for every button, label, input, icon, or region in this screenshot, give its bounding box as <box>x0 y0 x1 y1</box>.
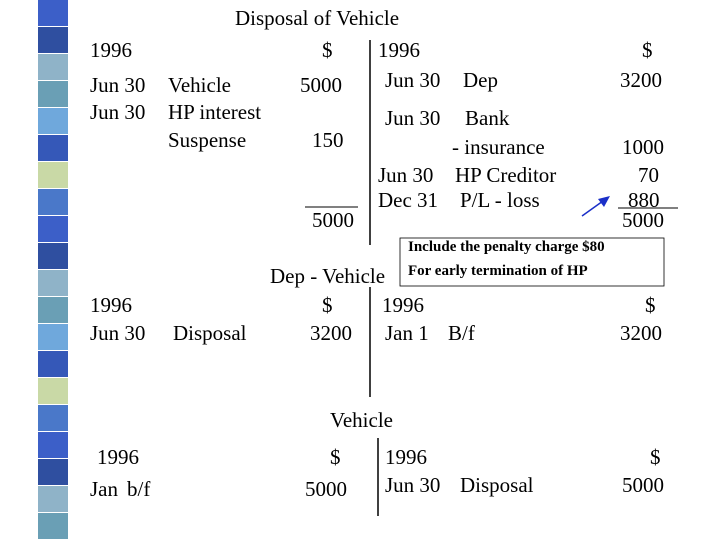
stripe-square <box>38 351 68 377</box>
account: HP interest <box>168 100 262 124</box>
account: B/f <box>448 321 475 345</box>
stripe-square <box>38 432 68 458</box>
date: Jun 30 <box>385 68 441 92</box>
account: Disposal <box>460 473 534 497</box>
account: HP Creditor <box>455 163 557 187</box>
amount: 3200 <box>310 321 352 345</box>
date: Jun 30 <box>385 106 441 130</box>
note: For early termination of HP <box>408 263 588 279</box>
account: Disposal <box>173 321 247 345</box>
currency: $ <box>322 293 333 317</box>
account: b/f <box>127 477 151 501</box>
year: 1996 <box>385 445 427 469</box>
amount: 1000 <box>622 135 664 159</box>
year: 1996 <box>90 38 132 62</box>
stripe-square <box>38 135 68 161</box>
currency: $ <box>642 38 653 62</box>
stripe-square <box>38 486 68 512</box>
date: Jun 30 <box>90 73 146 97</box>
total: 5000 <box>622 208 664 232</box>
stripe-square <box>38 54 68 80</box>
year: 1996 <box>97 445 139 469</box>
stripe-square <box>38 216 68 242</box>
account: Vehicle <box>168 73 231 97</box>
stripe-square <box>38 297 68 323</box>
amount: 5000 <box>305 477 347 501</box>
note-box <box>399 237 665 287</box>
arrowhead <box>598 196 610 207</box>
stripe-square <box>38 243 68 269</box>
stripe-square <box>38 189 68 215</box>
year: 1996 <box>382 293 424 317</box>
account: Bank <box>465 106 510 130</box>
stripe-square <box>38 324 68 350</box>
year: 1996 <box>90 293 132 317</box>
stripe-square <box>38 81 68 107</box>
stripe <box>38 0 68 539</box>
currency: $ <box>645 293 656 317</box>
date: Jan 1 <box>385 321 429 345</box>
account: Dep <box>463 68 498 92</box>
year: 1996 <box>378 38 420 62</box>
stripe-square <box>38 405 68 431</box>
amount: 3200 <box>620 321 662 345</box>
stripe-square <box>38 270 68 296</box>
amount: 150 <box>312 128 344 152</box>
date: Jun 30 <box>378 163 434 187</box>
arrow <box>581 200 604 217</box>
amount: 3200 <box>620 68 662 92</box>
stripe-square <box>38 162 68 188</box>
amount: 5000 <box>300 73 342 97</box>
stripe-square <box>38 108 68 134</box>
account: P/L - loss <box>460 188 540 212</box>
currency: $ <box>330 445 341 469</box>
account-title: Disposal of Vehicle <box>235 6 400 30</box>
amount: 5000 <box>622 473 664 497</box>
date: Dec 31 <box>378 188 439 212</box>
date: Jan <box>90 477 118 501</box>
currency: $ <box>322 38 333 62</box>
date: Jun 30 <box>385 473 441 497</box>
amount: 70 <box>638 163 659 187</box>
stripe-square <box>38 0 68 26</box>
date: Jun 30 <box>90 100 146 124</box>
amount: 880 <box>628 188 660 212</box>
account: Suspense <box>168 128 247 152</box>
account-title: Vehicle <box>330 408 393 432</box>
account: - insurance <box>452 135 545 159</box>
note: Include the penalty charge $80 <box>408 239 605 255</box>
date: Jun 30 <box>90 321 146 345</box>
currency: $ <box>650 445 661 469</box>
stripe-square <box>38 378 68 404</box>
total: 5000 <box>312 208 354 232</box>
stripe-square <box>38 459 68 485</box>
stripe-square <box>38 27 68 53</box>
account-title: Dep - Vehicle <box>270 264 386 288</box>
stripe-square <box>38 513 68 539</box>
